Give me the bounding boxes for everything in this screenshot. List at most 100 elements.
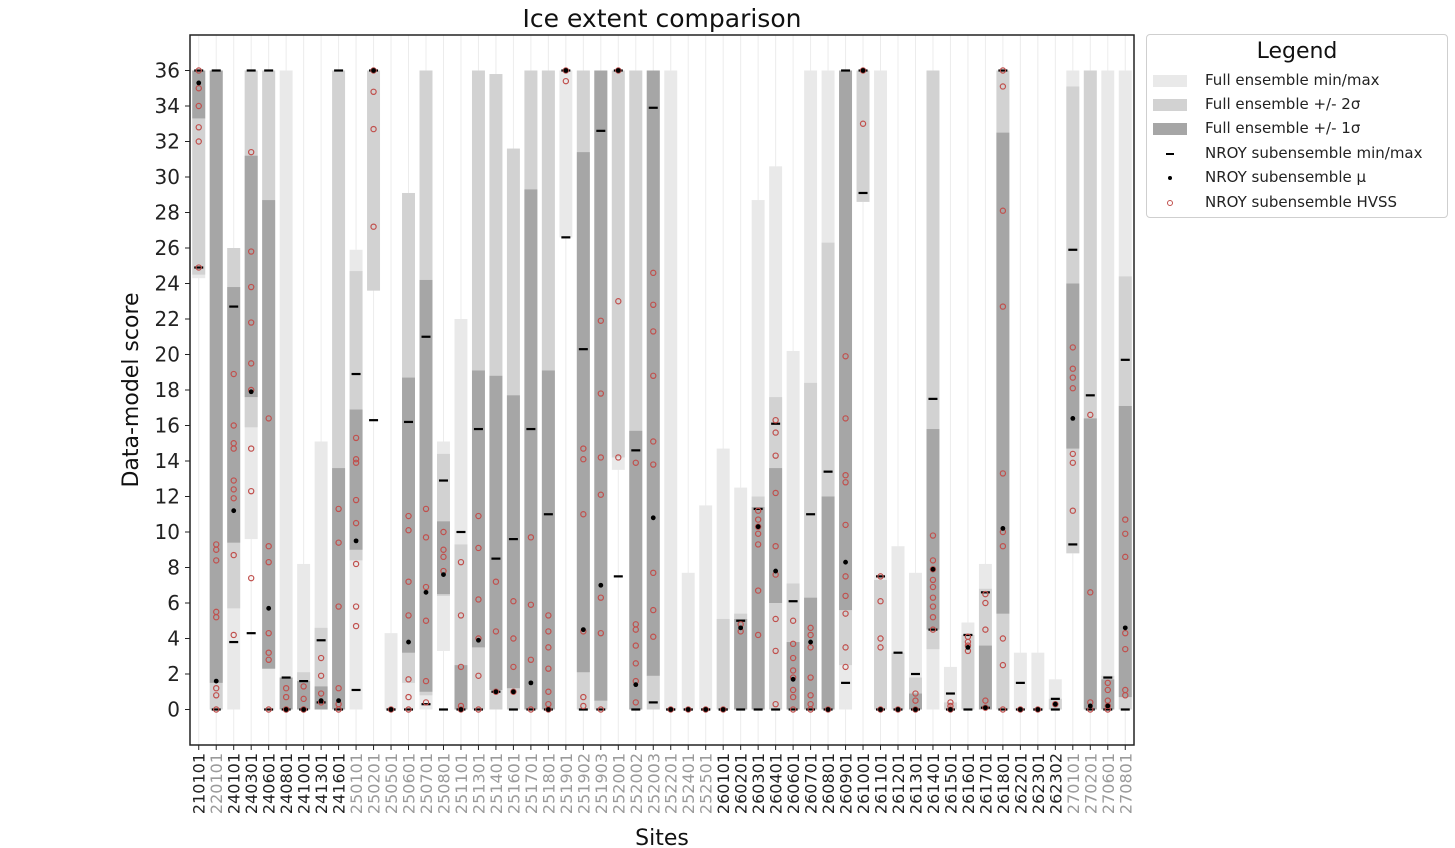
nroy-mean-point (1000, 526, 1006, 531)
hvss-point (247, 148, 255, 156)
bar-1sigma (786, 642, 800, 710)
hvss-point (947, 699, 954, 706)
hvss-point (632, 621, 639, 628)
bar-1sigma (471, 370, 485, 648)
y-tick-label: 18 (155, 378, 180, 402)
hvss-point (650, 438, 657, 445)
x-tick-label: 241301 (312, 753, 331, 814)
hvss-point (772, 700, 779, 708)
hvss-point (230, 631, 237, 639)
hvss-point (230, 422, 237, 429)
y-tick-label: 32 (155, 130, 180, 154)
x-tick-label: 250701 (417, 753, 436, 814)
hvss-point (1069, 374, 1077, 381)
nroy-mean-point (773, 568, 779, 574)
x-tick-label: 252201 (662, 753, 681, 814)
hvss-point (632, 642, 639, 649)
hvss-point (929, 603, 937, 610)
nroy-mean-point (318, 698, 324, 704)
hvss-point (1034, 706, 1042, 713)
x-tick-label: 261001 (854, 753, 873, 814)
hvss-point (282, 706, 290, 713)
legend-item-minmax: Full ensemble min/max (1153, 70, 1445, 92)
hvss-point (1104, 679, 1111, 687)
hvss-point (265, 415, 272, 422)
y-tick-label: 24 (155, 272, 180, 296)
nroy-mean-point (196, 80, 202, 86)
hvss-point (772, 647, 779, 655)
x-tick-label: 252501 (697, 753, 716, 814)
legend-swatch-1sigma (1153, 123, 1187, 135)
hvss-point (422, 534, 430, 541)
hvss-point (422, 617, 430, 624)
hvss-point (877, 598, 884, 605)
x-tick-label: 261801 (994, 753, 1013, 814)
hvss-point (999, 207, 1007, 214)
bar-1sigma (734, 618, 748, 710)
hvss-point (597, 491, 605, 498)
hvss-point (213, 608, 220, 616)
hvss-point (1069, 365, 1077, 372)
hvss-point (195, 264, 202, 271)
nroy-mean-point (283, 707, 289, 712)
x-tick-label: 252401 (679, 753, 698, 814)
x-tick-label: 261601 (959, 753, 978, 814)
y-tick-label: 8 (167, 556, 180, 580)
x-tick-label: 260701 (802, 753, 821, 814)
bar-1sigma (978, 645, 992, 710)
nroy-mean-point (458, 707, 464, 712)
legend-item-nroy-minmax: NROY subensemble min/max (1153, 143, 1445, 165)
bar-2sigma (611, 70, 625, 458)
hvss-point (213, 557, 220, 564)
hvss-point (247, 487, 255, 495)
nroy-mean-point (476, 637, 481, 643)
nroy-mean-point (650, 515, 656, 521)
nroy-mean-point (580, 627, 586, 633)
hvss-point (929, 614, 937, 621)
hvss-point (597, 454, 605, 461)
hvss-point (300, 706, 307, 713)
hvss-point (615, 454, 622, 461)
bar-1sigma (297, 681, 311, 710)
y-tick-label: 2 (167, 662, 180, 686)
x-tick-label: 270801 (1116, 753, 1135, 814)
legend-label: Full ensemble +/- 1σ (1205, 119, 1361, 137)
hvss-point (440, 553, 447, 561)
hvss-point (580, 456, 587, 463)
hvss-point (527, 706, 535, 713)
y-tick-label: 12 (155, 485, 180, 509)
bar-minmax (664, 70, 678, 710)
bar-1sigma (1083, 418, 1097, 710)
hvss-point (405, 612, 412, 619)
hvss-point (632, 459, 639, 466)
marks-layer (194, 67, 1130, 713)
bar-1sigma (1101, 679, 1115, 710)
hvss-point (545, 644, 552, 651)
hvss-point (370, 67, 377, 74)
y-tick-label: 10 (155, 520, 180, 544)
hvss-point (580, 511, 587, 518)
hvss-point (475, 706, 482, 713)
hvss-point (510, 598, 517, 605)
hvss-point (912, 697, 919, 704)
x-tick-label: 261101 (872, 753, 891, 814)
hvss-point (545, 628, 552, 635)
hvss-point (300, 683, 307, 690)
legend-title: Legend (1256, 39, 1338, 64)
bar-2sigma (716, 618, 730, 710)
bar-1sigma (506, 395, 520, 689)
x-tick-label: 241601 (330, 753, 349, 814)
y-tick-label: 26 (155, 236, 180, 260)
nroy-mean-point (913, 707, 918, 712)
hvss-point (1104, 686, 1111, 694)
y-tick-label: 36 (155, 59, 180, 83)
hvss-point (597, 629, 605, 637)
legend-label: Full ensemble min/max (1205, 71, 1380, 89)
y-tick-label: 4 (167, 627, 180, 651)
x-tick-label: 260901 (837, 753, 856, 814)
hvss-point (772, 489, 779, 497)
hvss-point (405, 693, 412, 701)
y-tick-label: 0 (167, 698, 180, 722)
chart-title: Ice extent comparison (522, 4, 802, 33)
nroy-mean-point (511, 689, 516, 695)
